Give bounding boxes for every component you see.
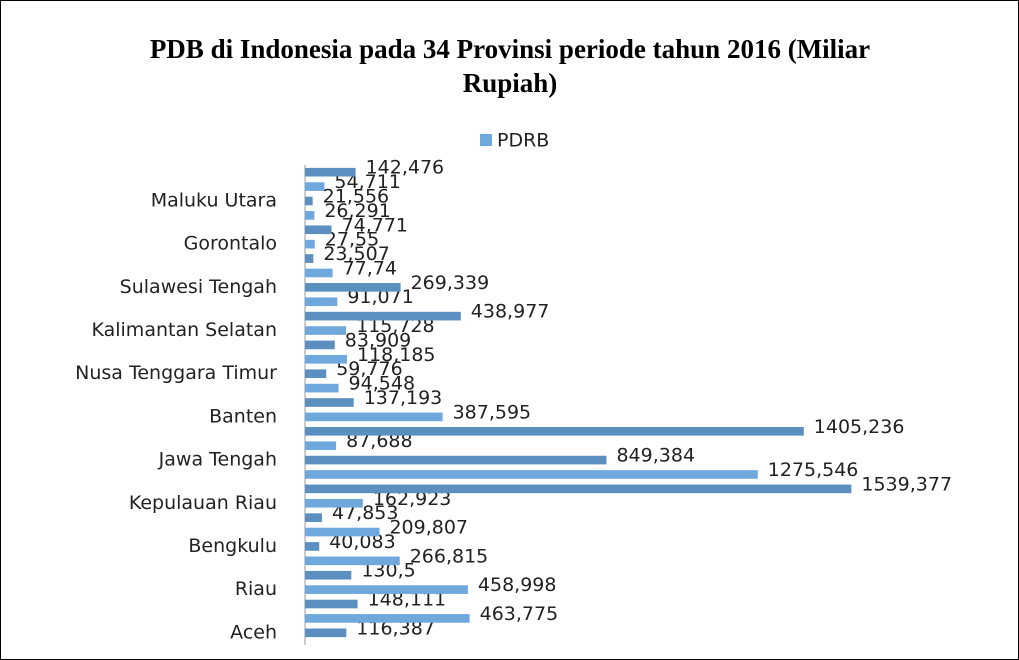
- y-tick-label: Sulawesi Tengah: [120, 276, 277, 298]
- bar: [305, 571, 351, 580]
- bar: [305, 542, 319, 551]
- legend-swatch: [480, 134, 492, 146]
- bar: [305, 427, 804, 436]
- bar: [305, 197, 313, 206]
- value-label: 209,807: [389, 517, 468, 539]
- bar: [305, 600, 358, 609]
- bar: [305, 312, 461, 321]
- value-label: 1539,377: [861, 473, 952, 495]
- bar: [305, 413, 443, 422]
- bar: [305, 384, 339, 393]
- y-tick-label: Jawa Tengah: [158, 449, 277, 471]
- bar: [305, 513, 322, 522]
- bar: [305, 326, 346, 335]
- bar: [305, 168, 356, 177]
- y-tick-label: Kalimantan Selatan: [91, 319, 277, 341]
- y-tick-label: Nusa Tenggara Timur: [75, 362, 277, 384]
- bar: [305, 211, 314, 220]
- chart: PDRB116,387Aceh463,775148,111458,998Riau…: [0, 0, 1019, 660]
- value-label: 1405,236: [814, 416, 905, 438]
- bar: [305, 441, 336, 450]
- bar: [305, 297, 337, 306]
- bar: [305, 485, 851, 494]
- bar: [305, 528, 379, 537]
- value-label: 266,815: [410, 545, 489, 567]
- bar: [305, 225, 332, 234]
- bar: [305, 614, 470, 623]
- value-label: 1275,546: [768, 459, 859, 481]
- value-label: 142,476: [366, 157, 445, 179]
- y-tick-label: Aceh: [230, 621, 277, 643]
- legend-label: PDRB: [497, 130, 549, 152]
- bar: [305, 369, 326, 378]
- bar: [305, 499, 363, 508]
- bar: [305, 283, 401, 292]
- y-tick-label: Bengkulu: [188, 535, 277, 557]
- value-label: 463,775: [480, 603, 559, 625]
- bar: [305, 470, 758, 479]
- y-tick-label: Maluku Utara: [151, 189, 277, 211]
- value-label: 269,339: [411, 272, 490, 294]
- value-label: 849,384: [616, 445, 695, 467]
- y-tick-label: Gorontalo: [184, 233, 277, 255]
- value-label: 387,595: [453, 401, 532, 423]
- page: PDB di Indonesia pada 34 Provinsi period…: [0, 0, 1019, 660]
- bar: [305, 456, 606, 465]
- value-label: 458,998: [478, 574, 557, 596]
- value-label: 438,977: [471, 301, 550, 323]
- bar: [305, 585, 468, 594]
- y-tick-label: Kepulauan Riau: [129, 492, 277, 514]
- bar: [305, 254, 313, 263]
- bar: [305, 355, 347, 364]
- bar: [305, 182, 324, 191]
- y-tick-label: Riau: [235, 578, 277, 600]
- bar: [305, 240, 315, 249]
- bar: [305, 269, 333, 278]
- bar: [305, 628, 346, 637]
- y-tick-label: Banten: [209, 405, 277, 427]
- bar: [305, 557, 400, 566]
- bar: [305, 398, 354, 407]
- bar: [305, 341, 335, 350]
